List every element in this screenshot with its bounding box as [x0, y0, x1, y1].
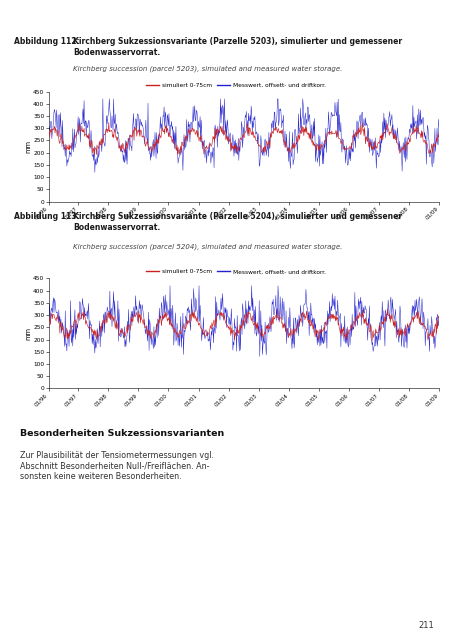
Y-axis label: mm: mm — [25, 327, 31, 340]
Text: 211: 211 — [418, 621, 434, 630]
Legend: simuliert 0-75cm, Messwert, offsett- und driftkorr.: simuliert 0-75cm, Messwert, offsett- und… — [144, 80, 328, 90]
Text: Besonderheiten Sukzessionsvarianten: Besonderheiten Sukzessionsvarianten — [20, 429, 225, 438]
Text: Kirchberg: Kirchberg — [384, 13, 441, 24]
Text: Zur Plausibilität der Tensiometermessungen vgl.
Abschnitt Besonderheiten Null-/F: Zur Plausibilität der Tensiometermessung… — [20, 451, 214, 481]
Text: Kirchberg succession (parcel 5204), simulated and measured water storage.: Kirchberg succession (parcel 5204), simu… — [73, 244, 342, 250]
Y-axis label: mm: mm — [25, 140, 31, 153]
Text: Abbildung 113:: Abbildung 113: — [14, 212, 80, 221]
Text: Kirchberg Sukzessionsvariante (Parzelle 5203), simulierter und gemessener
Bodenw: Kirchberg Sukzessionsvariante (Parzelle … — [73, 37, 402, 57]
Text: Kirchberg Sukzessionsvariante (Parzelle 5204), simulierter und gemessener
Bodenw: Kirchberg Sukzessionsvariante (Parzelle … — [73, 212, 402, 232]
Text: Abbildung 112:: Abbildung 112: — [14, 37, 80, 46]
Legend: simuliert 0-75cm, Messwert, offsett- und driftkorr.: simuliert 0-75cm, Messwert, offsett- und… — [144, 267, 328, 276]
Text: Kirchberg succession (parcel 5203), simulated and measured water storage.: Kirchberg succession (parcel 5203), simu… — [73, 65, 342, 72]
